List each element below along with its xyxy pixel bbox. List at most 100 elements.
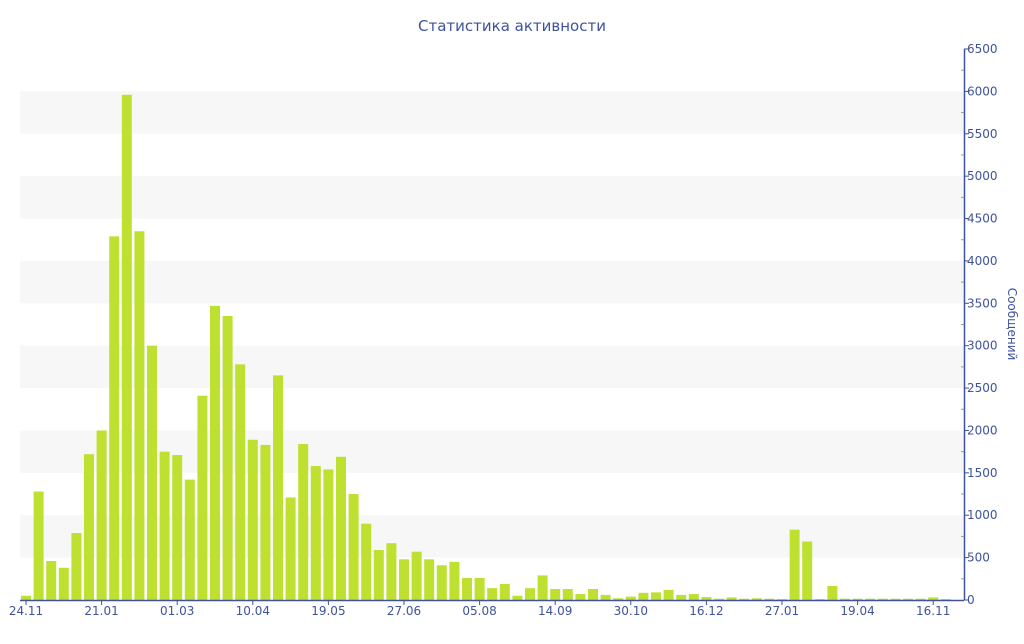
bar — [84, 454, 94, 600]
bar — [285, 497, 296, 600]
bar — [562, 588, 573, 600]
bar — [411, 551, 422, 600]
bar — [903, 598, 913, 600]
bar — [638, 592, 649, 600]
chart-title: Статистика активности — [418, 17, 606, 35]
bar — [134, 231, 145, 600]
bar — [550, 588, 561, 600]
bar — [940, 599, 951, 600]
grid-band — [20, 345, 964, 389]
x-tick-label: 14.09 — [538, 604, 572, 618]
bar — [474, 577, 485, 600]
bar — [247, 439, 258, 600]
bar — [109, 236, 120, 600]
bar — [877, 598, 888, 600]
bar — [676, 594, 687, 600]
bar — [46, 561, 57, 600]
bar — [827, 586, 838, 600]
bar — [235, 364, 246, 600]
x-axis: 24.11 21.01 01.03 10.04 19.05 27.06 05.08 14.09… — [9, 599, 964, 618]
bar — [21, 595, 31, 600]
bar — [172, 455, 183, 600]
bar — [462, 577, 472, 600]
grid-bands — [20, 91, 964, 558]
bar — [449, 561, 460, 600]
bar — [348, 494, 359, 600]
x-tick-label: 16.11 — [916, 604, 950, 618]
bar — [499, 583, 510, 600]
bar — [399, 559, 409, 600]
bar — [210, 305, 220, 600]
x-tick-label: 27.06 — [387, 604, 421, 618]
grid-band — [20, 260, 964, 304]
bar — [600, 594, 611, 600]
x-tick-label: 01.03 — [160, 604, 194, 618]
y-tick-label: 0 — [967, 593, 975, 607]
bar — [373, 549, 384, 600]
bar — [777, 599, 787, 600]
bar — [184, 479, 195, 600]
bar — [852, 598, 863, 600]
y-tick-label: 4000 — [967, 254, 998, 268]
bar — [121, 94, 132, 600]
bar — [436, 565, 447, 600]
y-tick-label: 2000 — [967, 423, 998, 437]
bar — [840, 598, 850, 600]
bar — [726, 597, 737, 600]
bar — [751, 598, 762, 600]
bar — [222, 316, 233, 600]
y-tick-label: 5000 — [967, 169, 998, 183]
bar — [310, 466, 321, 600]
x-tick-label: 24.11 — [9, 604, 43, 618]
x-tick-label: 10.04 — [236, 604, 270, 618]
x-tick-label: 19.04 — [840, 604, 874, 618]
bar — [613, 598, 624, 600]
y-tick-label: 6000 — [967, 84, 998, 98]
y-tick-label: 5500 — [967, 127, 998, 141]
y-tick-label: 6500 — [967, 42, 998, 56]
bar — [663, 589, 674, 600]
bar — [298, 444, 309, 600]
bar — [424, 559, 435, 600]
bar — [714, 598, 724, 600]
grid-band — [20, 91, 964, 134]
bar — [260, 444, 271, 600]
bar — [890, 598, 901, 600]
bar — [789, 529, 800, 600]
y-tick-label: 500 — [967, 551, 990, 565]
x-tick-label: 05.08 — [462, 604, 496, 618]
bar — [33, 491, 44, 600]
grid-band — [20, 176, 964, 219]
x-tick-label: 30.10 — [614, 604, 648, 618]
y-axis-label: Сообщений — [1005, 288, 1019, 361]
bar — [96, 430, 107, 600]
y-axis: 0 500 1000 1500 2000 2500 3000 3500 4000 4500 5000… — [961, 42, 998, 607]
y-tick-label: 3500 — [967, 296, 998, 310]
x-tick-label: 16.12 — [689, 604, 723, 618]
bar — [273, 375, 283, 600]
bar — [651, 592, 661, 600]
bar — [512, 595, 523, 600]
bar — [361, 523, 372, 600]
bar — [537, 575, 548, 600]
bar — [625, 596, 636, 600]
bar — [865, 598, 876, 600]
bar — [197, 395, 208, 600]
y-tick-label: 1000 — [967, 508, 998, 522]
bar — [802, 541, 813, 600]
bar — [701, 597, 712, 600]
bar — [575, 594, 586, 600]
y-tick-label: 1500 — [967, 466, 998, 480]
bar — [159, 451, 170, 600]
x-tick-label: 19.05 — [311, 604, 345, 618]
bar — [71, 533, 82, 600]
bar — [58, 567, 69, 600]
y-tick-label: 3000 — [967, 339, 998, 353]
bar — [739, 598, 750, 600]
bar — [588, 588, 598, 600]
bar — [915, 598, 926, 600]
bar — [487, 588, 498, 600]
y-tick-label: 2500 — [967, 381, 998, 395]
bar — [928, 597, 939, 600]
